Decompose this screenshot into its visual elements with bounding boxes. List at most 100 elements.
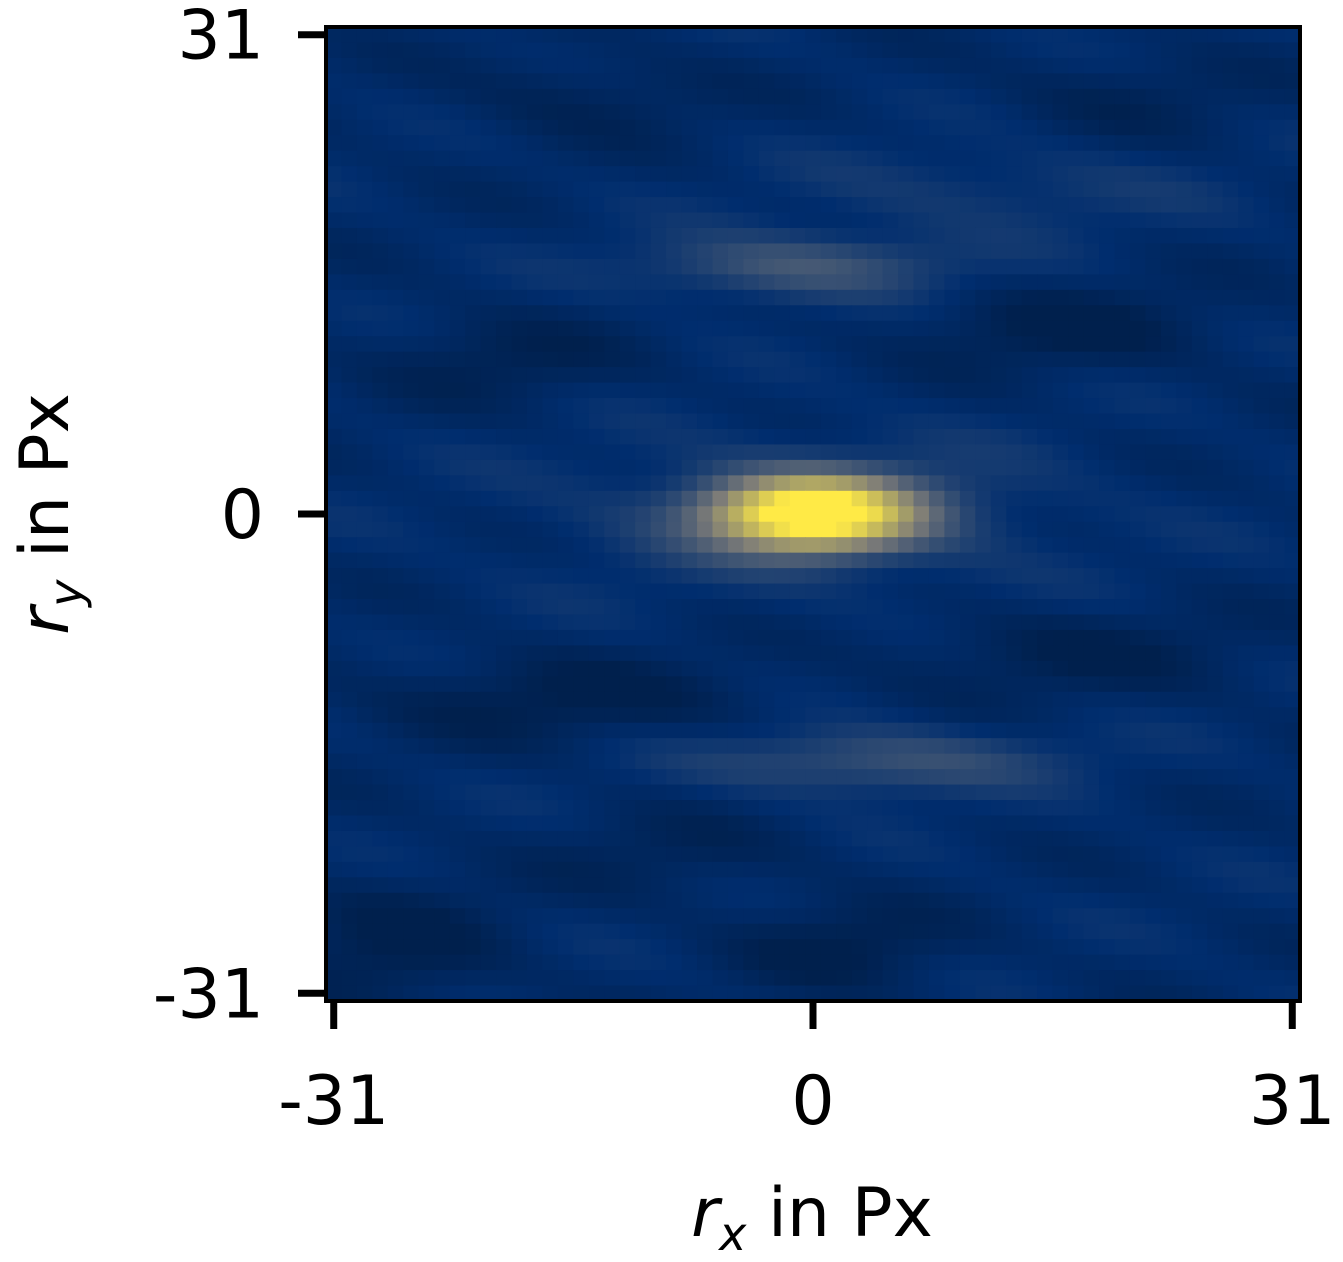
- heatmap-cell: [465, 336, 482, 353]
- heatmap-cell: [743, 707, 760, 724]
- heatmap-cell: [1191, 320, 1208, 337]
- heatmap-cell: [836, 181, 853, 198]
- heatmap-cell: [650, 88, 667, 105]
- heatmap-cell: [1253, 676, 1270, 693]
- heatmap-cell: [774, 877, 791, 894]
- heatmap-cell: [341, 274, 358, 291]
- heatmap-cell: [697, 769, 714, 786]
- heatmap-cell: [758, 753, 775, 770]
- heatmap-cell: [1083, 861, 1100, 878]
- heatmap-cell: [1083, 521, 1100, 538]
- heatmap-cell: [697, 552, 714, 569]
- heatmap-cell: [1006, 614, 1023, 631]
- heatmap-cell: [372, 336, 389, 353]
- heatmap-cell: [341, 367, 358, 384]
- heatmap-cell: [805, 707, 822, 724]
- heatmap-cell: [743, 923, 760, 940]
- heatmap-cell: [356, 660, 373, 677]
- heatmap-cell: [1006, 351, 1023, 368]
- heatmap-cell: [805, 382, 822, 399]
- heatmap-cell: [418, 676, 435, 693]
- heatmap-cell: [1114, 243, 1131, 260]
- heatmap-cell: [789, 475, 806, 492]
- heatmap-cell: [449, 784, 466, 801]
- heatmap-cell: [434, 150, 451, 167]
- heatmap-cell: [403, 27, 420, 44]
- heatmap-cell: [1222, 490, 1239, 507]
- heatmap-cell: [557, 243, 574, 260]
- heatmap-cell: [1099, 753, 1116, 770]
- heatmap-cell: [480, 660, 497, 677]
- heatmap-cell: [898, 691, 915, 708]
- heatmap-cell: [1129, 521, 1146, 538]
- heatmap-cell: [820, 42, 837, 59]
- heatmap-cell: [836, 645, 853, 662]
- heatmap-cell: [1269, 660, 1286, 677]
- heatmap-cell: [1160, 135, 1177, 152]
- heatmap-cell: [990, 428, 1007, 446]
- heatmap-cell: [836, 660, 853, 677]
- heatmap-cell: [743, 970, 760, 987]
- heatmap-cell: [1269, 552, 1286, 569]
- heatmap-cell: [681, 320, 698, 337]
- heatmap-cell: [619, 846, 636, 863]
- heatmap-cell: [1284, 753, 1300, 770]
- heatmap-cell: [465, 181, 482, 198]
- heatmap-cell: [1238, 722, 1255, 739]
- heatmap-cell: [326, 614, 343, 631]
- heatmap-cell: [1114, 135, 1131, 152]
- heatmap-cell: [403, 413, 420, 430]
- heatmap-cell: [326, 800, 343, 817]
- heatmap-cell: [418, 784, 435, 801]
- heatmap-cell: [387, 88, 404, 105]
- heatmap-cell: [1284, 815, 1300, 832]
- heatmap-cell: [542, 490, 559, 507]
- heatmap-cell: [542, 27, 559, 44]
- heatmap-cell: [1176, 212, 1193, 229]
- heatmap-cell: [542, 367, 559, 384]
- heatmap-cell: [959, 660, 976, 677]
- heatmap-cell: [542, 738, 559, 755]
- heatmap-cell: [1238, 970, 1255, 987]
- heatmap-cell: [697, 954, 714, 971]
- heatmap-cell: [635, 722, 652, 739]
- heatmap-cell: [1006, 568, 1023, 585]
- heatmap-cell: [326, 784, 343, 801]
- heatmap-cell: [526, 150, 544, 167]
- heatmap-cell: [681, 444, 698, 461]
- heatmap-cell: [851, 305, 868, 322]
- heatmap-cell: [573, 769, 590, 786]
- heatmap-cell: [836, 104, 853, 121]
- heatmap-cell: [820, 150, 837, 167]
- heatmap-cell: [1145, 800, 1162, 817]
- heatmap-cell: [805, 289, 822, 306]
- heatmap-cell: [496, 753, 513, 770]
- heatmap-cell: [1099, 150, 1116, 167]
- heatmap-cell: [666, 707, 683, 724]
- heatmap-cell: [619, 614, 636, 631]
- heatmap-cell: [944, 351, 961, 368]
- heatmap-cell: [758, 382, 775, 399]
- heatmap-cell: [820, 197, 837, 214]
- heatmap-cell: [944, 537, 961, 554]
- heatmap-cell: [1191, 985, 1208, 1001]
- heatmap-cell: [867, 676, 884, 693]
- heatmap-cell: [805, 537, 822, 554]
- heatmap-cell: [650, 258, 667, 275]
- heatmap-cell: [449, 398, 466, 415]
- heatmap-cell: [959, 428, 976, 446]
- heatmap-cell: [712, 691, 729, 708]
- heatmap-cell: [341, 506, 358, 523]
- heatmap-cell: [434, 583, 451, 600]
- heatmap-cell: [1129, 707, 1146, 724]
- heatmap-cell: [1284, 583, 1300, 600]
- heatmap-cell: [341, 939, 358, 956]
- heatmap-cell: [990, 104, 1007, 121]
- heatmap-cell: [990, 336, 1007, 353]
- heatmap-cell: [465, 970, 482, 987]
- heatmap-cell: [341, 908, 358, 925]
- heatmap-cell: [650, 568, 667, 585]
- heatmap-cell: [341, 305, 358, 322]
- heatmap-cell: [1145, 212, 1162, 229]
- heatmap-cell: [449, 367, 466, 384]
